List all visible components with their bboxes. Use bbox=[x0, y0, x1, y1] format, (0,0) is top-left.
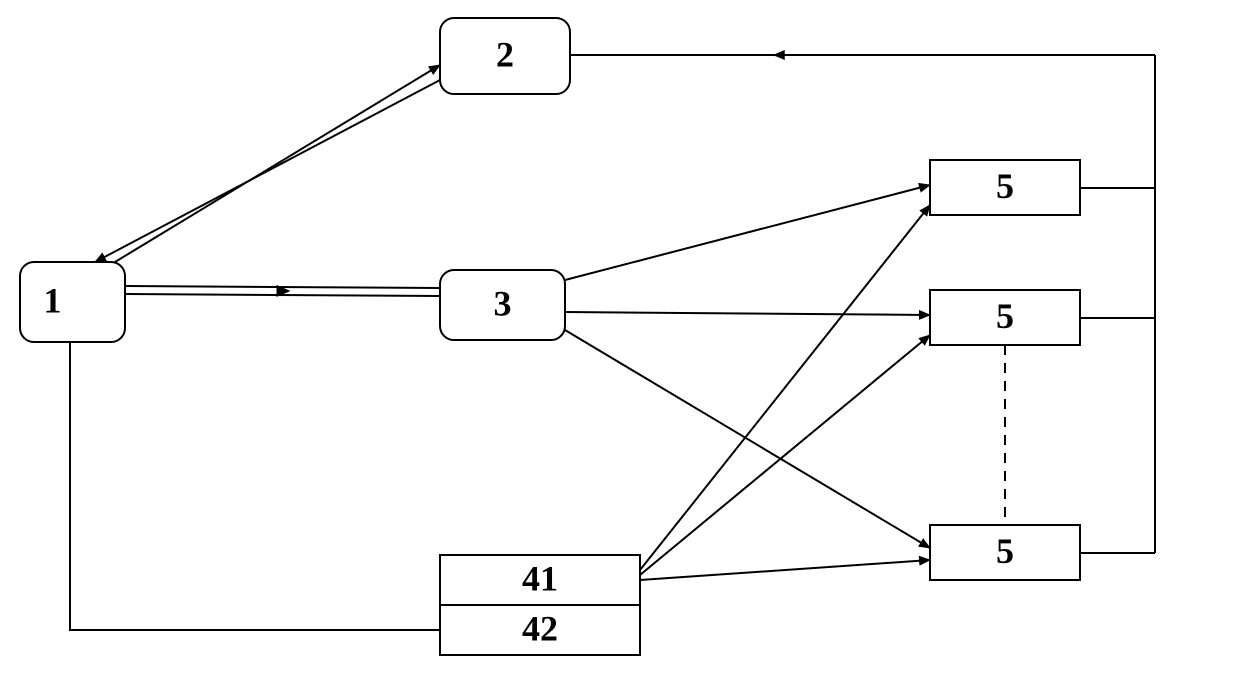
node-n5a: 5 bbox=[930, 160, 1080, 215]
node-n5b: 5 bbox=[930, 290, 1080, 345]
node-label: 5 bbox=[996, 166, 1014, 206]
edge bbox=[95, 80, 440, 262]
edge bbox=[640, 335, 930, 575]
node-label: 41 bbox=[522, 558, 558, 598]
node-n1: 1 bbox=[20, 262, 125, 342]
edge bbox=[125, 286, 440, 288]
node-n41: 41 bbox=[440, 555, 640, 605]
node-label: 2 bbox=[496, 34, 514, 74]
node-n2: 2 bbox=[440, 18, 570, 94]
node-label: 3 bbox=[494, 283, 512, 323]
edge bbox=[640, 560, 930, 580]
node-n42: 42 bbox=[440, 605, 640, 655]
edge bbox=[115, 65, 440, 262]
edge bbox=[565, 185, 930, 280]
edge bbox=[70, 342, 440, 630]
node-label: 1 bbox=[44, 280, 62, 320]
edge bbox=[125, 294, 440, 296]
node-n3: 3 bbox=[440, 270, 565, 340]
node-label: 42 bbox=[522, 608, 558, 648]
edge bbox=[640, 205, 930, 570]
edge bbox=[565, 330, 930, 548]
node-n5c: 5 bbox=[930, 525, 1080, 580]
nodes-layer: 1 2 3 41 42 5 5 5 bbox=[20, 18, 1080, 655]
node-label: 5 bbox=[996, 531, 1014, 571]
node-label: 5 bbox=[996, 296, 1014, 336]
edge bbox=[565, 312, 930, 315]
